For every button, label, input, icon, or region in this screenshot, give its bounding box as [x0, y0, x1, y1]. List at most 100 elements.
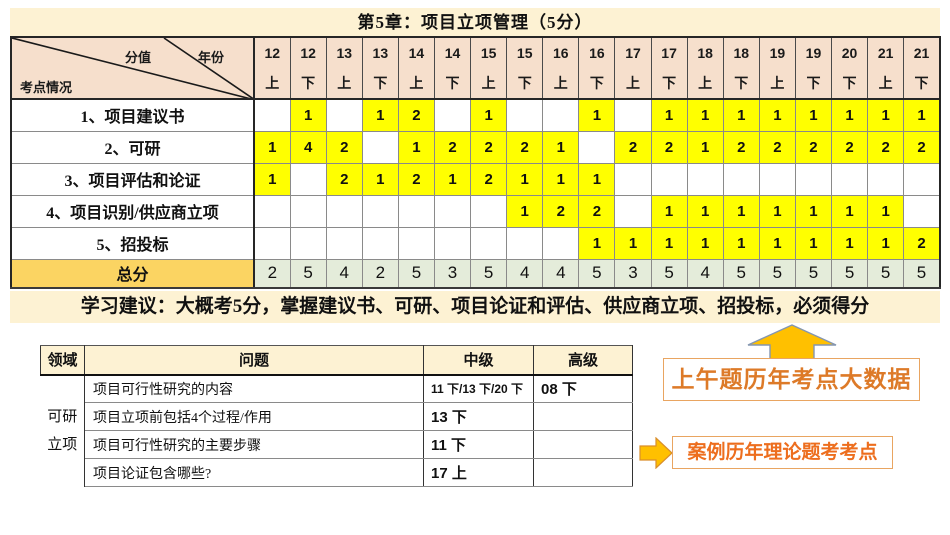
- score-cell: 1: [758, 194, 796, 228]
- score-cell: 2: [433, 130, 472, 164]
- score-cell: 1: [830, 194, 869, 228]
- score-cell: 1: [903, 98, 941, 132]
- year-axis-label: 年份: [198, 50, 225, 65]
- score-cell: [614, 98, 652, 132]
- study-advice-banner: 学习建议：大概考5分，掌握建议书、可研、项目论证和评估、供应商立项、招投标，必须…: [10, 291, 940, 323]
- qa-question-cell: 项目论证包含哪些?: [84, 458, 424, 487]
- qa-question-cell: 项目可行性研究的内容: [84, 374, 424, 403]
- score-cell: 2: [325, 130, 363, 164]
- half-header-cell: 上: [470, 67, 507, 100]
- score-cell: [325, 194, 363, 228]
- total-cell: 5: [470, 258, 508, 289]
- score-cell: 1: [650, 226, 688, 260]
- score-cell: 2: [903, 130, 941, 164]
- chapter-title: 第5章：项目立项管理（5分）: [10, 8, 940, 36]
- score-cell: [794, 162, 833, 196]
- score-cell: [614, 194, 652, 228]
- total-row: 总分 2 5 4 2 5 3 5 4 4 5 3 5 4 5 5 5 5 5 5: [10, 258, 941, 289]
- score-cell: 1: [794, 194, 833, 228]
- half-header-cell: 下: [361, 67, 399, 100]
- score-cell: 1: [722, 194, 760, 228]
- exam-point-row: 4、项目识别/供应商立项 1 2 2 1 1 1 1 1 1 1: [10, 194, 941, 228]
- qa-row: 项目立项前包括4个过程/作用 13 下: [41, 402, 633, 431]
- total-label: 总分: [10, 258, 255, 289]
- score-cell: 2: [470, 162, 508, 196]
- score-cell: [433, 194, 472, 228]
- half-header-cell: 下: [794, 67, 832, 100]
- half-header-cell: 上: [686, 67, 724, 100]
- qa-header-intermediate: 中级: [423, 345, 534, 376]
- year-header-row: 分值 年份 考点情况 12 12 13 13 14 14 15 15 16 16 17 17 18 18 1…: [11, 37, 940, 100]
- score-cell: [650, 162, 688, 196]
- score-cell: 1: [794, 98, 833, 132]
- row-label: 1、项目建议书: [10, 98, 255, 132]
- half-header-cell: 下: [650, 67, 688, 100]
- score-cell: [758, 162, 796, 196]
- year-header-cell: 18: [722, 37, 760, 67]
- score-cell: 2: [650, 130, 688, 164]
- score-cell: 1: [867, 194, 905, 228]
- half-header-cell: 上: [758, 67, 796, 100]
- qa-domain-line: 可研: [47, 409, 78, 425]
- score-cell: 1: [470, 98, 508, 132]
- year-header-cell: 12: [253, 37, 291, 67]
- total-cell: 4: [325, 258, 363, 289]
- score-cell: [397, 226, 435, 260]
- year-header-cell: 17: [614, 37, 652, 67]
- total-cell: 5: [830, 258, 869, 289]
- total-cell: 5: [794, 258, 833, 289]
- score-cell: 2: [325, 162, 363, 196]
- year-header-cell: 20: [830, 37, 868, 67]
- qa-header-advanced: 高级: [533, 345, 633, 376]
- half-header-cell: 下: [903, 67, 940, 100]
- score-cell: 1: [686, 98, 724, 132]
- score-cell: [289, 194, 327, 228]
- score-cell: 1: [758, 226, 796, 260]
- score-cell: [253, 226, 291, 260]
- qa-domain-line: 立项: [47, 437, 78, 453]
- half-header-cell: 上: [867, 67, 904, 100]
- topic-axis-label: 考点情况: [20, 80, 73, 95]
- total-cell: 4: [542, 258, 580, 289]
- total-cell: 2: [253, 258, 291, 289]
- score-cell: [253, 98, 291, 132]
- year-header-cell: 14: [397, 37, 435, 67]
- morning-callout-label: 上午题历年考点大数据: [671, 367, 912, 392]
- score-cell: 1: [578, 98, 616, 132]
- score-cell: 1: [542, 130, 580, 164]
- total-cell: 5: [867, 258, 905, 289]
- qa-advanced-cell: [533, 402, 633, 431]
- score-cell: [830, 162, 869, 196]
- qa-row: 可研 立项 项目可行性研究的内容 11 下/13 下/20 下 08 下: [40, 374, 633, 487]
- score-cell: [325, 98, 363, 132]
- qa-header-row: 领域 问题 中级 高级: [40, 345, 633, 376]
- half-header-cell: 下: [433, 67, 471, 100]
- right-arrow-icon: [639, 437, 673, 469]
- exam-point-row: 1、项目建议书 1 1 2 1 1 1 1 1 1 1 1 1 1: [10, 98, 941, 132]
- score-cell: 1: [686, 226, 724, 260]
- total-cell: 5: [903, 258, 941, 289]
- score-cell: [397, 194, 435, 228]
- qa-advanced-cell: 08 下: [533, 374, 633, 403]
- score-cell: 1: [253, 130, 291, 164]
- score-cell: [470, 226, 508, 260]
- score-cell: 1: [361, 98, 399, 132]
- total-cell: 5: [722, 258, 760, 289]
- year-header-cell: 18: [686, 37, 724, 67]
- row-label: 5、招投标: [10, 226, 255, 260]
- total-cell: 5: [650, 258, 688, 289]
- year-header-cell: 13: [361, 37, 399, 67]
- score-cell: [325, 226, 363, 260]
- score-cell: 1: [686, 194, 724, 228]
- score-cell: 2: [542, 194, 580, 228]
- half-header-cell: 下: [289, 67, 327, 100]
- qa-advanced-cell: [533, 458, 633, 487]
- qa-table-body: 可研 立项 项目可行性研究的内容 11 下/13 下/20 下 08 下项目立项前包括4…: [40, 374, 633, 487]
- score-cell: [433, 226, 472, 260]
- score-cell: [903, 162, 941, 196]
- score-cell: 1: [867, 98, 905, 132]
- score-cell: 2: [903, 226, 941, 260]
- year-header-cell: 17: [650, 37, 688, 67]
- score-cell: 2: [722, 130, 760, 164]
- year-header-cell: 16: [578, 37, 615, 67]
